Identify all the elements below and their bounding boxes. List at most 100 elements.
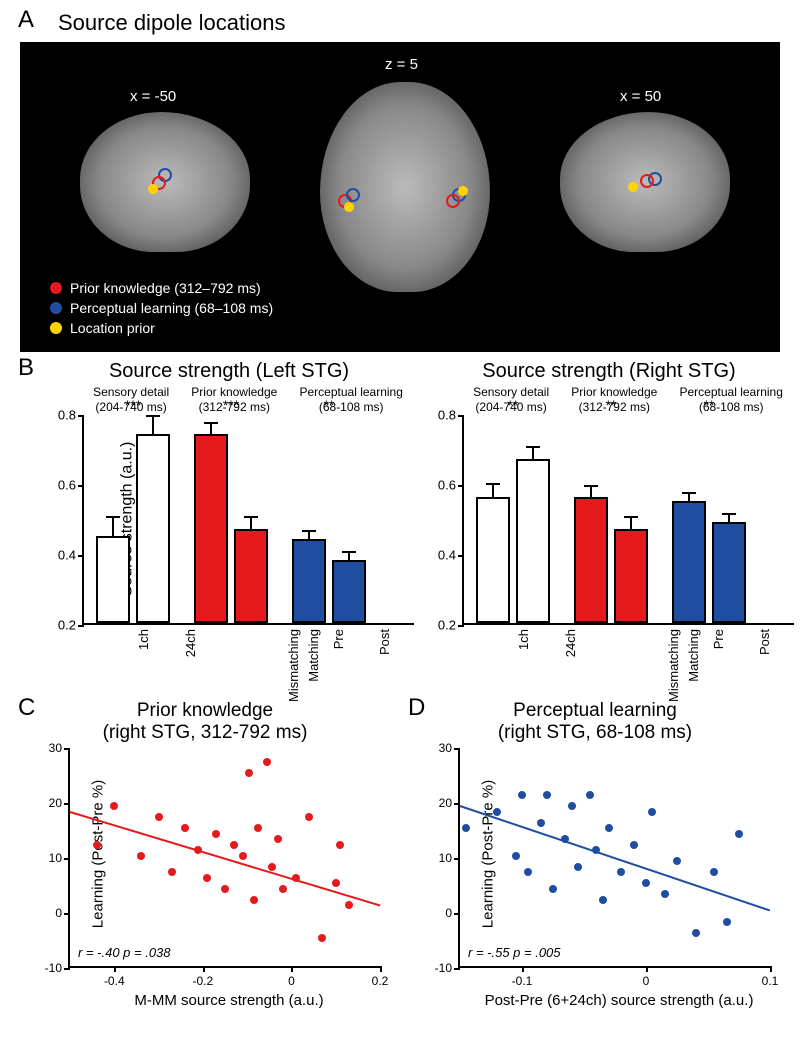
ytick xyxy=(458,415,464,417)
errorcap xyxy=(146,415,160,417)
yticklabel: 10 xyxy=(32,851,62,865)
bar-plot-right: 0.20.40.60.8****** xyxy=(462,415,794,625)
bar xyxy=(516,459,550,624)
scatter-c: -100102030-0.4-0.200.2r = -.40 p = .038 xyxy=(68,748,380,968)
legend-row: Prior knowledge (312–792 ms) xyxy=(50,278,273,298)
errorcap xyxy=(584,485,598,487)
bar-xlabel: Pre xyxy=(331,629,346,649)
yticklabel: 0 xyxy=(422,906,452,920)
scatter-point xyxy=(239,852,247,860)
bar-xlabel: Post xyxy=(377,629,392,655)
errorbar xyxy=(348,553,350,560)
errorbar xyxy=(152,417,154,435)
d-t1: Perceptual learning xyxy=(513,700,677,721)
xticklabel: 0 xyxy=(643,974,650,988)
errorcap xyxy=(106,516,120,518)
scatter-point xyxy=(221,885,229,893)
xticklabel: 0.2 xyxy=(372,974,389,988)
scatter-point xyxy=(305,813,313,821)
legend-label: Prior knowledge (312–792 ms) xyxy=(70,280,261,296)
yticklabel: 0.8 xyxy=(430,408,456,423)
yticklabel: 0.2 xyxy=(430,618,456,633)
errorbar xyxy=(250,518,252,529)
xticklabel: -0.1 xyxy=(512,974,533,988)
panel-c-letter: C xyxy=(18,694,35,722)
brain-sagittal-left xyxy=(80,112,250,252)
scatter-point xyxy=(245,769,253,777)
sig-stars: *** xyxy=(223,397,239,413)
xtick xyxy=(291,966,293,972)
scatter-point xyxy=(568,802,576,810)
bar-xlabel: 1ch xyxy=(516,629,531,650)
yticklabel: 0.6 xyxy=(430,478,456,493)
ytick xyxy=(454,803,460,805)
yticklabel: 0.8 xyxy=(50,408,76,423)
errorbar xyxy=(590,487,592,498)
errorbar xyxy=(210,424,212,435)
dipole-prior-axial-l xyxy=(344,202,354,212)
c-xlabel: M-MM source strength (a.u.) xyxy=(68,992,390,1009)
scatter-point xyxy=(543,791,551,799)
panel-d-letter: D xyxy=(408,694,425,722)
scatter-point xyxy=(181,824,189,832)
scatter-point xyxy=(586,791,594,799)
scatter-d: -100102030-0.100.1r = -.55 p = .005 xyxy=(458,748,770,968)
scatter-point xyxy=(263,758,271,766)
scatter-point xyxy=(710,868,718,876)
scatter-point xyxy=(279,885,287,893)
xtick xyxy=(522,966,524,972)
bar xyxy=(672,501,706,624)
scatter-point xyxy=(605,824,613,832)
scatter-point xyxy=(518,791,526,799)
errorcap xyxy=(722,513,736,515)
panel-a: A Source dipole locations x = -50 z = 5 … xyxy=(20,10,780,352)
scatter-point xyxy=(230,841,238,849)
ytick xyxy=(458,555,464,557)
yticklabel: 0.6 xyxy=(50,478,76,493)
ytick xyxy=(78,555,84,557)
panel-a-letter: A xyxy=(18,6,34,34)
bar xyxy=(574,497,608,623)
brain-box: x = -50 z = 5 x = 50 Prior knowledge (31… xyxy=(20,42,780,352)
scatter-point xyxy=(462,824,470,832)
ytick xyxy=(64,968,70,970)
slice-label-mid: z = 5 xyxy=(385,56,418,73)
ytick xyxy=(78,415,84,417)
yticklabel: 0.4 xyxy=(50,548,76,563)
dipole-prior-left xyxy=(148,184,158,194)
bar xyxy=(332,560,366,623)
panel-c-title: Prior knowledge (right STG, 312-792 ms) xyxy=(20,700,390,744)
bar-xlabel: 1ch xyxy=(136,629,151,650)
bar-plot-left: Source strength (a.u.) 0.20.40.60.8*****… xyxy=(82,415,414,625)
errorbar xyxy=(728,515,730,522)
xticklabel: -0.4 xyxy=(104,974,125,988)
legend-row: Perceptual learning (68–108 ms) xyxy=(50,298,273,318)
scatter-point xyxy=(336,841,344,849)
bar xyxy=(96,536,130,624)
sig-stars: ** xyxy=(324,397,335,413)
scatter-point xyxy=(574,863,582,871)
yticklabel: 10 xyxy=(422,851,452,865)
panel-b-letter: B xyxy=(18,354,34,382)
errorcap xyxy=(204,422,218,424)
ytick xyxy=(78,485,84,487)
xtick xyxy=(114,966,116,972)
ytick xyxy=(454,913,460,915)
sig-stars: *** xyxy=(125,397,141,413)
stat-text: r = -.40 p = .038 xyxy=(78,945,171,960)
group-header: Perceptual learning(68-108 ms) xyxy=(679,385,782,415)
slice-label-left: x = -50 xyxy=(130,88,176,105)
yticklabel: -10 xyxy=(32,961,62,975)
yticklabel: 20 xyxy=(422,796,452,810)
bar xyxy=(614,529,648,624)
bar xyxy=(292,539,326,623)
legend-label: Location prior xyxy=(70,320,155,336)
scatter-point xyxy=(599,896,607,904)
brain-axial xyxy=(320,82,490,292)
b-right-xlabels: 1ch24chMismatchingMatchingPrePost xyxy=(462,625,794,685)
slice-label-right: x = 50 xyxy=(620,88,661,105)
c-t2: (right STG, 312-792 ms) xyxy=(103,722,308,743)
scatter-point xyxy=(250,896,258,904)
scatter-point xyxy=(735,830,743,838)
xtick xyxy=(380,966,382,972)
